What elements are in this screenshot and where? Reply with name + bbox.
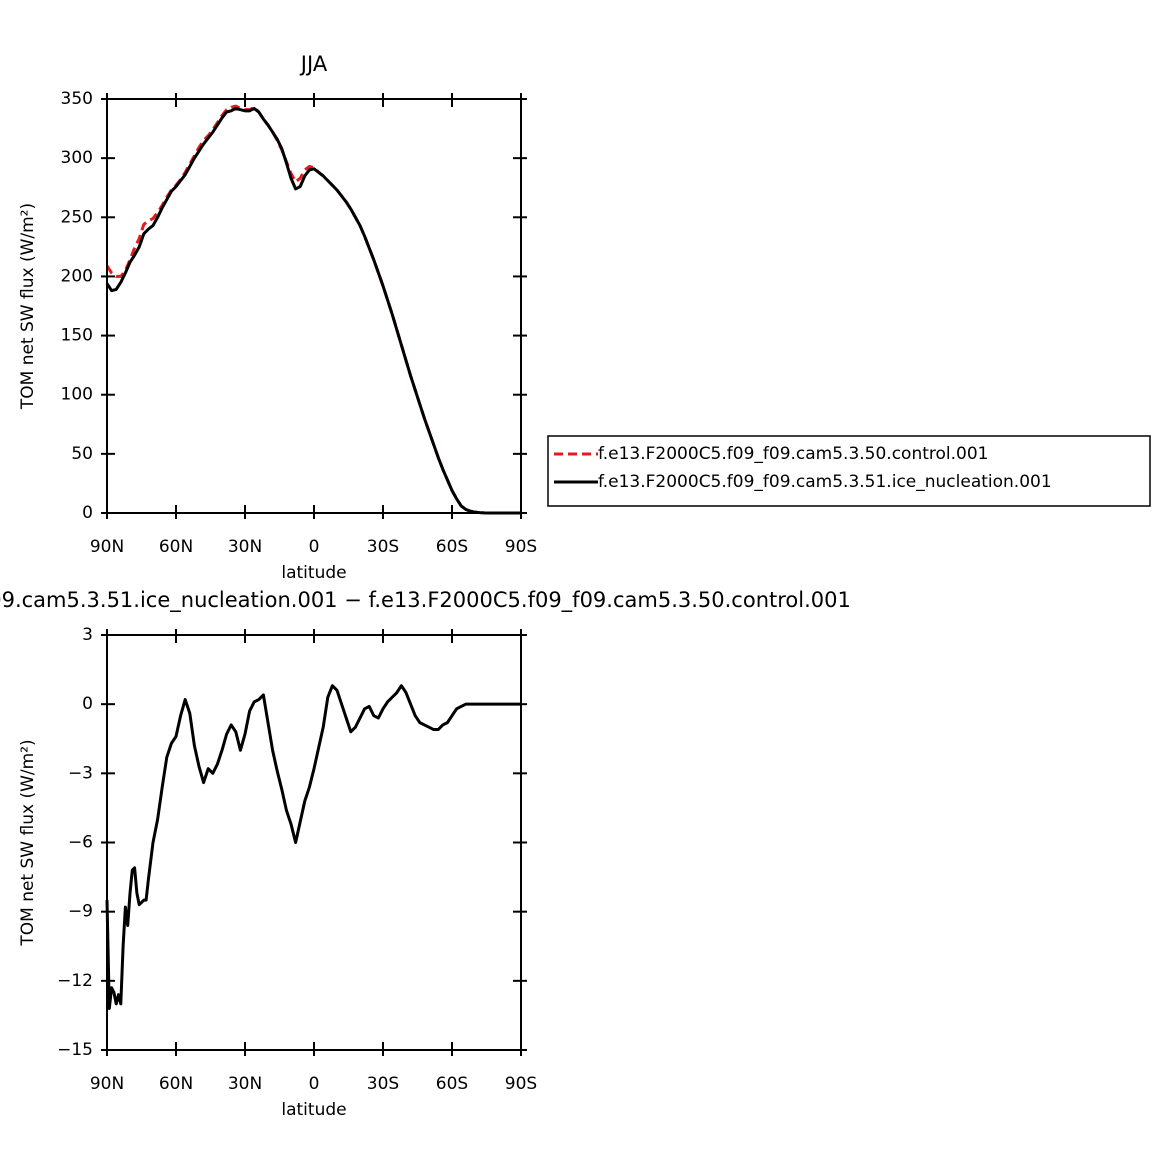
plot-frame bbox=[106, 98, 522, 514]
x-tick-label: 60N bbox=[159, 537, 193, 557]
x-tick-label: 30S bbox=[367, 1074, 399, 1094]
x-tick-label: 60S bbox=[436, 537, 468, 557]
y-tick-label: −12 bbox=[57, 971, 93, 991]
x-tick-label: 60N bbox=[159, 1074, 193, 1094]
y-axis-label: TOM net SW flux (W/m²) bbox=[18, 739, 38, 946]
chart-title: JJA bbox=[299, 52, 328, 76]
y-tick-label: 300 bbox=[61, 148, 93, 168]
y-tick-label: 0 bbox=[82, 694, 93, 714]
y-axis-label: TOM net SW flux (W/m²) bbox=[18, 203, 38, 410]
legend-label: f.e13.F2000C5.f09_f09.cam5.3.51.ice_nucl… bbox=[598, 472, 1052, 492]
x-tick-label: 90N bbox=[90, 537, 124, 557]
x-axis-label: latitude bbox=[281, 563, 346, 583]
x-tick-label: 60S bbox=[436, 1074, 468, 1094]
x-tick-label: 0 bbox=[309, 1074, 320, 1094]
x-tick-label: 30N bbox=[228, 537, 262, 557]
x-axis-label: latitude bbox=[281, 1100, 346, 1120]
y-tick-label: 350 bbox=[61, 89, 93, 109]
y-tick-label: 0 bbox=[82, 503, 93, 523]
x-tick-label: 90S bbox=[505, 1074, 537, 1094]
x-tick-label: 30S bbox=[367, 537, 399, 557]
data-line bbox=[105, 104, 521, 515]
y-tick-label: 250 bbox=[61, 207, 93, 227]
y-tick-label: −6 bbox=[68, 833, 93, 853]
x-tick-label: 0 bbox=[309, 537, 320, 557]
legend-box bbox=[547, 435, 1151, 507]
x-tick-label: 90N bbox=[90, 1074, 124, 1094]
y-tick-label: 150 bbox=[61, 326, 93, 346]
data-line bbox=[105, 684, 521, 1010]
y-tick-label: −9 bbox=[68, 902, 93, 922]
legend-label: f.e13.F2000C5.f09_f09.cam5.3.50.control.… bbox=[598, 444, 989, 464]
y-tick-label: 100 bbox=[61, 385, 93, 405]
y-tick-label: 200 bbox=[61, 266, 93, 286]
y-tick-label: −3 bbox=[68, 763, 93, 783]
y-tick-label: 3 bbox=[82, 625, 93, 645]
y-tick-label: 50 bbox=[71, 444, 93, 464]
data-line bbox=[105, 106, 521, 515]
x-tick-label: 90S bbox=[505, 537, 537, 557]
chart-title: f.e13.F2000C5.f09_f09.cam5.3.51.ice_nucl… bbox=[0, 588, 851, 613]
y-tick-label: −15 bbox=[57, 1040, 93, 1060]
x-tick-label: 30N bbox=[228, 1074, 262, 1094]
plot-frame bbox=[106, 634, 522, 1051]
